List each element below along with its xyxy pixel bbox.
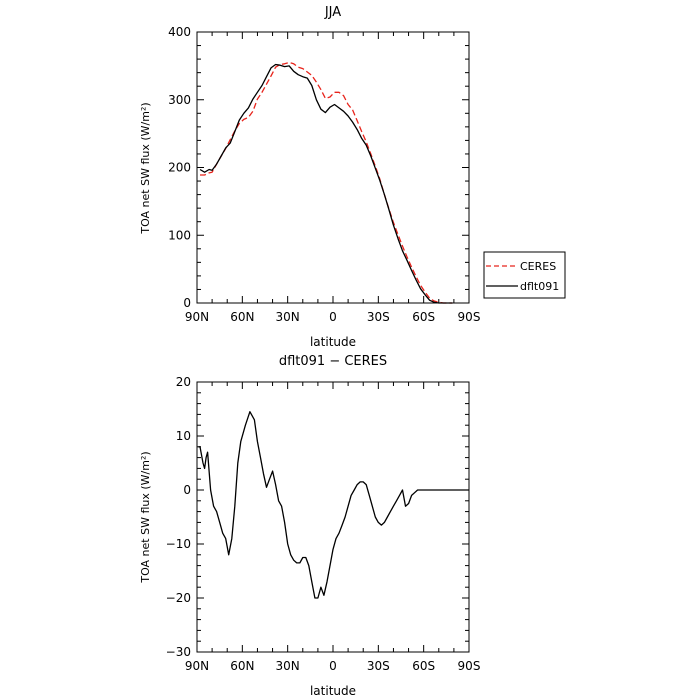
bottom-y-tick-label: 0 xyxy=(183,483,191,497)
bottom-y-tick-label: −30 xyxy=(166,645,191,659)
bottom-x-tick-label: 60S xyxy=(412,659,435,673)
top-y-tick-label: 100 xyxy=(168,228,191,242)
top-x-tick-label: 0 xyxy=(329,310,337,324)
legend-label-ceres: CERES xyxy=(520,260,556,273)
top-plot-frame xyxy=(196,31,470,304)
top-y-tick-label: 0 xyxy=(183,296,191,310)
top-series-ceres xyxy=(200,61,453,304)
bottom-plot-frame xyxy=(196,381,470,653)
legend-label-dflt091: dflt091 xyxy=(520,280,559,293)
bottom-panel: dflt091 − CERES TOA net SW flux (W/m²) l… xyxy=(139,354,480,698)
top-x-tick-label: 90S xyxy=(458,310,481,324)
top-panel: JJA TOA net SW flux (W/m²) latitude 90N 6… xyxy=(139,5,480,349)
top-x-tick-label: 90N xyxy=(185,310,209,324)
top-y-axis-label: TOA net SW flux (W/m²) xyxy=(139,102,152,234)
top-x-tick-label: 30N xyxy=(276,310,300,324)
bottom-y-tick-label: −10 xyxy=(166,537,191,551)
bottom-x-tick-label: 30S xyxy=(367,659,390,673)
bottom-x-tick-label: 30N xyxy=(276,659,300,673)
top-y-tick-label: 300 xyxy=(168,93,191,107)
top-x-tick-label: 60S xyxy=(412,310,435,324)
top-y-tick-label: 200 xyxy=(168,161,191,175)
bottom-y-tick-label: 20 xyxy=(176,375,191,389)
top-chart-title: JJA xyxy=(324,5,341,20)
top-legend: CERES dflt091 xyxy=(483,251,566,299)
bottom-x-tick-label: 90S xyxy=(458,659,481,673)
top-y-tick-label: 400 xyxy=(168,25,191,39)
top-x-axis-label: latitude xyxy=(310,335,356,349)
top-x-tick-label: 30S xyxy=(367,310,390,324)
legend-box xyxy=(483,251,566,299)
bottom-x-axis-label: latitude xyxy=(310,684,356,698)
bottom-x-tick-label: 60N xyxy=(230,659,254,673)
bottom-y-axis-label: TOA net SW flux (W/m²) xyxy=(139,451,152,583)
bottom-y-tick-label: 10 xyxy=(176,429,191,443)
bottom-x-tick-label: 0 xyxy=(329,659,337,673)
bottom-chart-title: dflt091 − CERES xyxy=(279,354,387,369)
bottom-series-dflt091-ceres xyxy=(198,411,469,599)
bottom-y-tick-label: −20 xyxy=(166,591,191,605)
top-x-tick-label: 60N xyxy=(230,310,254,324)
bottom-x-tick-label: 90N xyxy=(185,659,209,673)
top-series-dflt091 xyxy=(199,63,453,304)
